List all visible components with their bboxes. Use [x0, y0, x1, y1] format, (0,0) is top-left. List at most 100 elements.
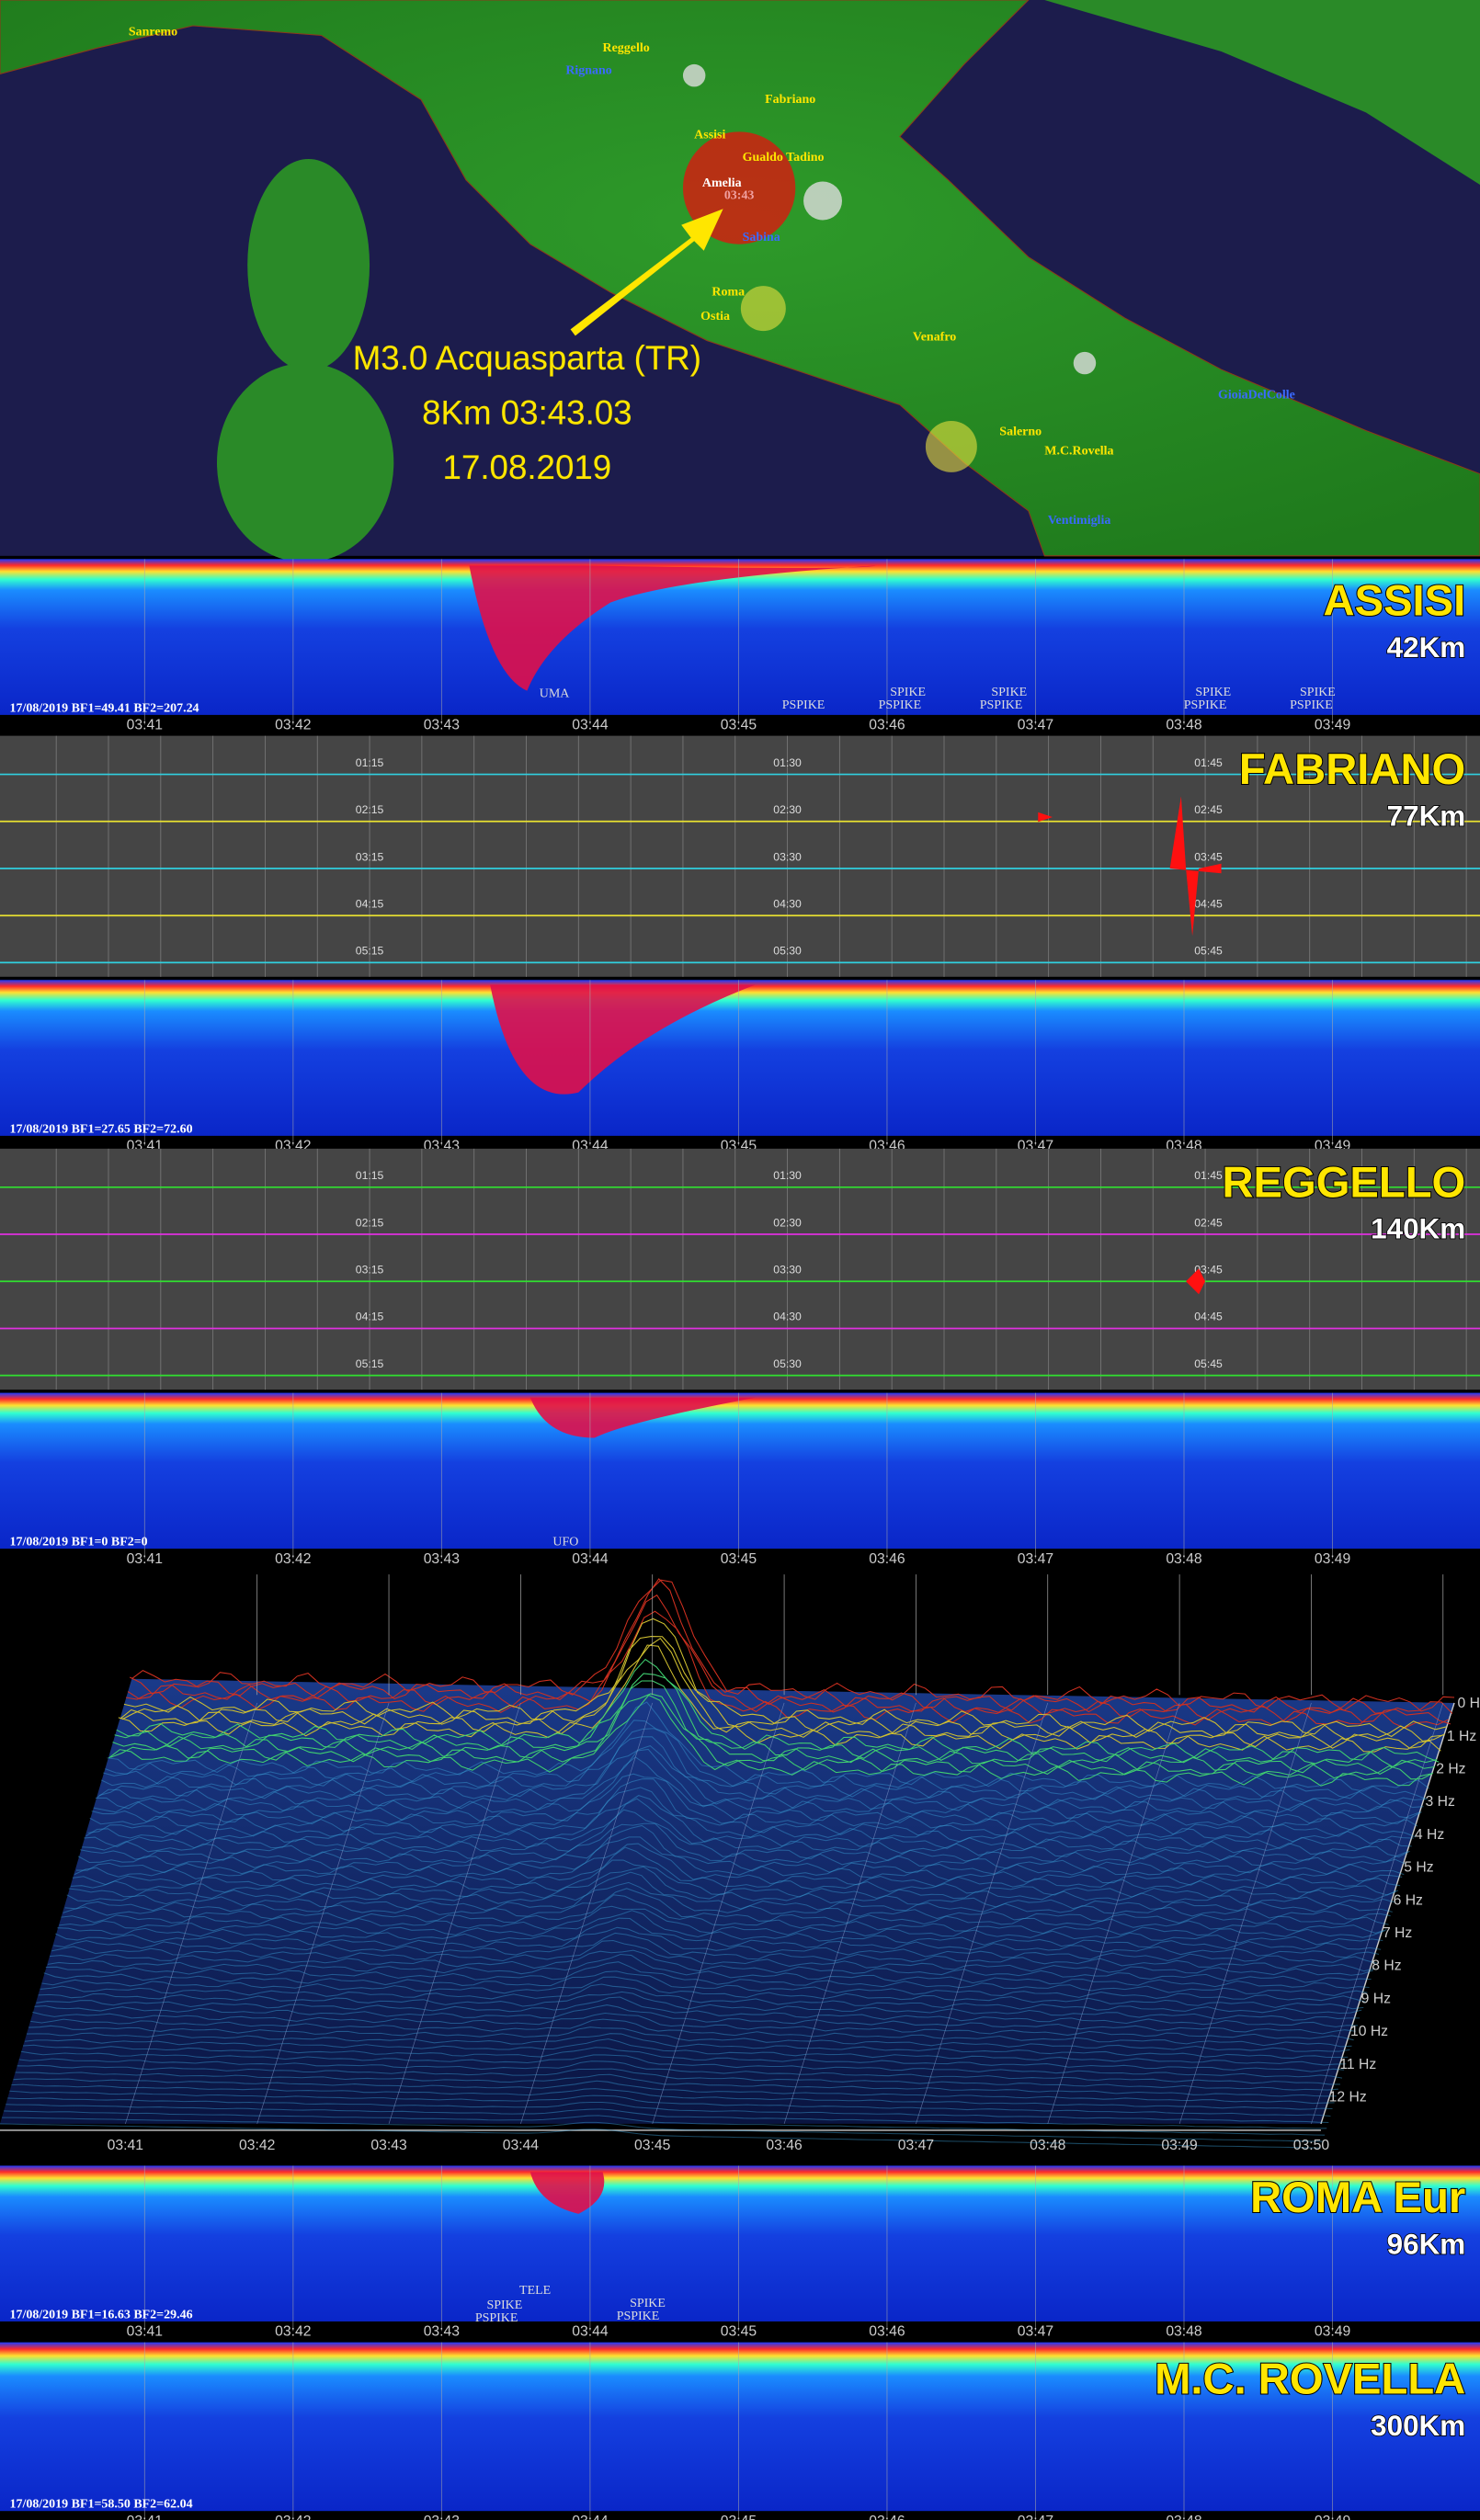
marker: PSPIKE [879, 698, 922, 712]
helicorder-label: 04:15 [356, 1311, 384, 1323]
spectrum-line [41, 1976, 1364, 2010]
spectrum-line [51, 1939, 1373, 1976]
info: 17/08/2019 BF1=58.50 BF2=62.04 [9, 2498, 192, 2512]
spectrum-line [114, 1673, 1438, 1768]
time-tick: 03:47 [1018, 2324, 1053, 2340]
helicorder [0, 735, 1480, 977]
map: Sanremo Reggello Rignano Fabriano Assisi Gual… [0, 0, 1480, 562]
spectrum-line [131, 1579, 1455, 1712]
distance: 140Km [1371, 1213, 1465, 1245]
sardinia [216, 363, 394, 562]
time-tick: 03:45 [721, 2324, 757, 2340]
spectrograms: 03:41 03:42 03:43 03:44 03:45 03:46 03:47 03:48… [0, 559, 1480, 2520]
place-label: Ostia [700, 310, 730, 324]
helicorder-label: 02:30 [773, 803, 802, 816]
info: 17/08/2019 BF1=16.63 BF2=29.46 [9, 2308, 192, 2321]
grid-line [1178, 1702, 1312, 2125]
helicorder-label: 04:45 [1194, 1311, 1223, 1323]
spectrum-line [38, 1991, 1360, 2021]
time-tick: 03:43 [370, 2138, 407, 2153]
quake [1073, 351, 1097, 375]
place-label: Salerno [999, 426, 1042, 439]
freq-label: 9 Hz [1361, 1991, 1391, 2006]
freq-label: 3 Hz [1426, 1794, 1455, 1810]
quake [682, 63, 706, 87]
info: 17/08/2019 BF1=49.41 BF2=207.24 [9, 701, 199, 715]
marker: SPIKE [486, 2299, 522, 2312]
time-tick: 03:48 [1166, 2514, 1202, 2520]
quake [925, 420, 977, 472]
place-label: Ventimiglia [1048, 514, 1111, 528]
time-tick: 03:42 [275, 2324, 311, 2340]
spectrum-line [95, 1756, 1418, 1831]
spectrum-line [85, 1798, 1408, 1863]
spectrum-line [32, 2011, 1354, 2041]
freq-label: 1 Hz [1447, 1729, 1476, 1744]
time-tick: 03:47 [898, 2138, 934, 2153]
distance: 96Km [1387, 2229, 1466, 2261]
time-tick: 03:48 [1166, 718, 1202, 733]
helicorder-label: 02:15 [356, 1216, 384, 1229]
freq-label: 5 Hz [1404, 1860, 1433, 1876]
spectrum-line [130, 1578, 1453, 1714]
time-tick: 03:44 [572, 2324, 609, 2340]
helicorder-label: 03:30 [773, 850, 802, 863]
spectrum-line [40, 1983, 1362, 2015]
grid-line [1311, 1702, 1444, 2125]
helicorder-label: 02:45 [1194, 1216, 1223, 1229]
spectrum-line [22, 2044, 1345, 2072]
spectrum-line [127, 1594, 1451, 1725]
spectrum-line [20, 2050, 1343, 2079]
spectrum-line [6, 2104, 1327, 2129]
place-label: Gualdo Tadino [743, 151, 825, 165]
spectrum-line [105, 1720, 1428, 1800]
time-tick: 03:47 [1018, 2514, 1053, 2520]
grid-line [783, 1702, 916, 2125]
station-name: REGGELLO [1222, 1158, 1465, 1207]
time-tick: 03:49 [1161, 2138, 1197, 2153]
freq-label: 6 Hz [1394, 1892, 1423, 1908]
time-tick: 03:46 [869, 2514, 905, 2520]
place-label: Venafro [913, 331, 956, 345]
annotation: 17.08.2019 [443, 448, 612, 486]
place-label: Amelia [702, 176, 742, 190]
time-tick: 03:42 [239, 2138, 275, 2153]
annotation: 8Km 03:43.03 [422, 393, 632, 431]
spectrum-line [27, 2032, 1349, 2059]
spectrum-line [55, 1926, 1378, 1964]
marker: PSPIKE [1290, 698, 1333, 712]
spectrum-line [34, 2004, 1356, 2035]
grid-line [916, 1702, 1049, 2125]
freq-label: 10 Hz [1350, 2024, 1388, 2039]
marker: PSPIKE [782, 698, 825, 712]
helicorder-label: 03:30 [773, 1264, 802, 1277]
helicorder-label: 05:15 [356, 1357, 384, 1370]
epicenter-time: 03:43 [724, 189, 755, 203]
info: 17/08/2019 BF1=27.65 BF2=72.60 [9, 1122, 192, 1136]
waterfall: 03:41 03:42 03:43 03:44 03:45 03:46 03:47 03:48… [0, 1571, 1480, 2166]
time-tick: 03:41 [127, 718, 163, 733]
quake [740, 286, 786, 332]
marker: SPIKE [1195, 686, 1231, 699]
spectrum-line [84, 1809, 1406, 1869]
spectrum-line [7, 2097, 1329, 2124]
helicorder-label: 02:15 [356, 803, 384, 816]
italy [0, 0, 1480, 557]
time-tick: 03:46 [869, 718, 905, 733]
spectrum-line [82, 1822, 1405, 1876]
helicorder-label: 01:30 [773, 756, 802, 769]
seismic-trace [1186, 1268, 1206, 1295]
time-tick: 03:45 [721, 718, 757, 733]
helicorder-label: 03:45 [1194, 1264, 1223, 1277]
croatia [1044, 0, 1480, 186]
spectrum-line [43, 1970, 1366, 2003]
time-tick: 03:41 [108, 2138, 143, 2153]
spectrum-line [89, 1787, 1412, 1850]
time-tick: 03:49 [1315, 718, 1350, 733]
spectrum-line [0, 2123, 1321, 2149]
annotation: M3.0 Acquasparta (TR) [353, 339, 701, 377]
grid-line [520, 1702, 654, 2125]
spectrum-line [9, 2090, 1331, 2117]
freq-label: 2 Hz [1436, 1762, 1465, 1777]
time-tick: 03:42 [275, 2514, 311, 2520]
